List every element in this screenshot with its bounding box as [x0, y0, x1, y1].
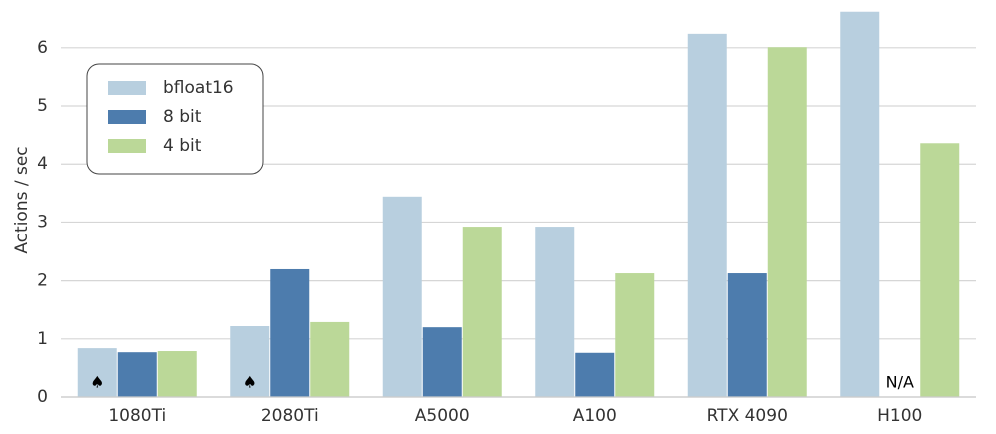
bar: [462, 227, 502, 397]
bar: [575, 352, 615, 397]
y-axis-label: Actions / sec: [12, 146, 32, 253]
y-tick-label: 2: [37, 271, 48, 291]
legend-label: 4 bit: [163, 136, 202, 156]
y-tick-label: 3: [37, 212, 48, 232]
annotation: ♠: [90, 373, 104, 392]
x-tick-label: 1080Ti: [108, 406, 166, 426]
annotation: N/A: [886, 373, 914, 392]
legend-label: bfloat16: [163, 78, 234, 98]
y-tick-label: 5: [37, 96, 48, 116]
x-tick-label: A100: [573, 406, 617, 426]
bar: [840, 11, 880, 398]
annotation: ♠: [243, 373, 257, 392]
bar: [422, 327, 462, 397]
bar: [920, 143, 960, 397]
legend-swatch: [108, 139, 146, 153]
y-tick-label: 4: [37, 154, 48, 174]
x-tick-label: H100: [877, 406, 922, 426]
bar: [615, 273, 655, 397]
legend-swatch: [108, 110, 146, 124]
x-tick-label: 2080Ti: [261, 406, 319, 426]
bar: [77, 348, 117, 397]
bar: [535, 227, 575, 397]
legend-swatch: [108, 81, 146, 95]
bar: [727, 273, 767, 397]
bar: [310, 321, 350, 397]
y-tick-label: 1: [37, 329, 48, 349]
x-tick-label: RTX 4090: [707, 406, 788, 426]
x-tick-label: A5000: [415, 406, 470, 426]
bar: [687, 33, 727, 398]
bar: [157, 351, 197, 397]
y-tick-label: 6: [37, 38, 48, 58]
legend-label: 8 bit: [163, 107, 202, 127]
bar: [117, 352, 157, 397]
y-tick-label: 0: [37, 387, 48, 407]
bar: [230, 326, 270, 397]
bar: [270, 268, 310, 397]
bar: [382, 196, 422, 397]
bar: [767, 47, 807, 397]
